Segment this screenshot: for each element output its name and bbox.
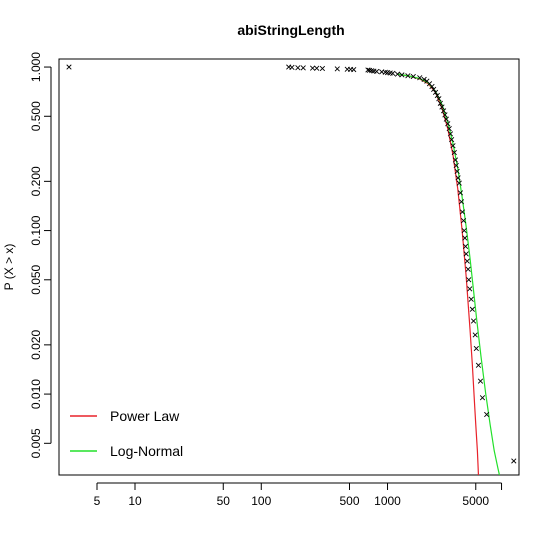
y-axis-label: P (X > x): [2, 244, 16, 291]
data-point: [466, 277, 472, 283]
y-tick-label: 0.010: [29, 379, 43, 409]
data-point: [463, 251, 469, 257]
data-point: [477, 378, 484, 384]
data-point: [461, 227, 467, 234]
data-point: [417, 75, 423, 81]
data-point: [429, 83, 435, 90]
x-tick-label: 5000: [462, 494, 489, 508]
data-point: [465, 266, 471, 272]
y-axis: 0.005 0.010 0.020 0.050 0.100 0.200 0.500 1.000: [29, 52, 52, 458]
data-point: [436, 96, 442, 102]
x-axis: 5 10 50 100 500 1000 5000: [94, 482, 503, 508]
data-point: [443, 116, 449, 122]
data-point: [421, 76, 427, 83]
x-tick-label: 5: [94, 494, 101, 508]
data-point: [394, 71, 401, 77]
data-point: [452, 157, 459, 163]
data-point: [484, 411, 490, 418]
data-point: [451, 149, 457, 156]
x-tick-label: 1000: [374, 494, 401, 508]
data-point: [390, 70, 396, 76]
data-point: [459, 209, 466, 215]
data-point: [431, 86, 437, 93]
data-point: [289, 64, 295, 71]
x-tick-label: 500: [339, 494, 359, 508]
y-tick-label: 0.100: [29, 215, 43, 245]
data-point: [445, 121, 451, 127]
data-point: [455, 175, 461, 181]
data-point: [479, 395, 486, 401]
y-tick-label: 0.050: [29, 264, 43, 294]
data-point: [511, 458, 517, 464]
data-point: [432, 89, 439, 95]
data-point: [442, 112, 448, 118]
data-point: [374, 68, 380, 75]
y-tick-label: 1.000: [29, 52, 43, 82]
data-point: [470, 318, 477, 324]
y-tick-label: 0.005: [29, 428, 43, 458]
y-tick-label: 0.500: [29, 101, 43, 131]
plot-lines: [397, 73, 501, 475]
data-point: [449, 136, 455, 143]
data-point: [410, 73, 416, 80]
data-point: [458, 199, 465, 205]
data-point: [475, 362, 482, 368]
data-point: [405, 73, 411, 79]
data-point: [469, 306, 475, 312]
data-point: [447, 131, 454, 137]
data-point: [450, 143, 456, 149]
data-point: [437, 100, 443, 106]
x-tick-label: 50: [217, 494, 231, 508]
series-line-power-law: [397, 73, 480, 475]
data-point: [309, 65, 316, 71]
data-point: [440, 108, 447, 114]
data-point: [462, 235, 468, 241]
data-point: [472, 332, 478, 338]
data-point: [319, 65, 326, 72]
data-point: [66, 64, 72, 70]
data-point: [439, 104, 445, 110]
data-point: [434, 92, 440, 99]
data-point: [334, 66, 340, 72]
x-tick-label: 100: [251, 494, 271, 508]
data-point: [399, 72, 405, 78]
data-point: [314, 65, 320, 71]
data-point: [300, 65, 306, 71]
legend-label-power-law: Power Law: [110, 408, 180, 424]
chart-title: abiStringLength: [237, 22, 344, 38]
data-point: [454, 168, 460, 175]
plot-frame: [58, 58, 520, 476]
legend-label-log-normal: Log-Normal: [110, 443, 183, 459]
data-point: [453, 162, 459, 169]
legend: Power Law Log-Normal: [70, 408, 183, 459]
data-point: [468, 296, 474, 302]
data-point: [457, 190, 464, 196]
data-point: [462, 243, 469, 250]
data-point: [464, 258, 470, 264]
x-tick-label: 10: [128, 494, 142, 508]
y-tick-label: 0.020: [29, 330, 43, 360]
plot-points: [66, 64, 517, 464]
data-point: [446, 126, 452, 132]
data-point: [460, 218, 467, 224]
y-tick-label: 0.200: [29, 166, 43, 196]
data-point: [467, 286, 473, 292]
data-point: [295, 65, 301, 71]
data-point: [473, 345, 479, 352]
data-point: [456, 180, 462, 186]
data-point: [351, 66, 357, 73]
